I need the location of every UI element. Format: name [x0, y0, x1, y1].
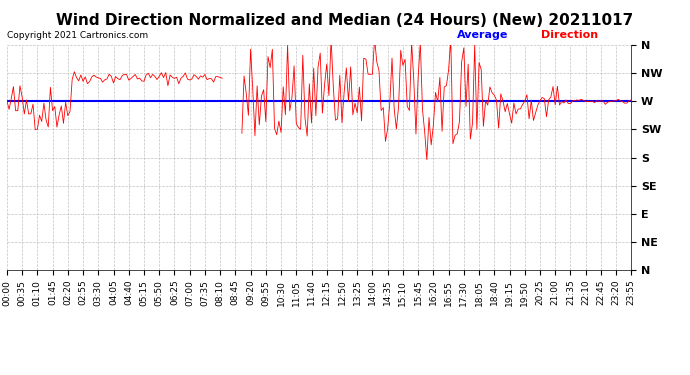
Text: Wind Direction Normalized and Median (24 Hours) (New) 20211017: Wind Direction Normalized and Median (24…	[57, 13, 633, 28]
Text: Copyright 2021 Cartronics.com: Copyright 2021 Cartronics.com	[7, 32, 148, 40]
Text: Direction: Direction	[541, 30, 598, 40]
Text: Average: Average	[457, 30, 508, 40]
